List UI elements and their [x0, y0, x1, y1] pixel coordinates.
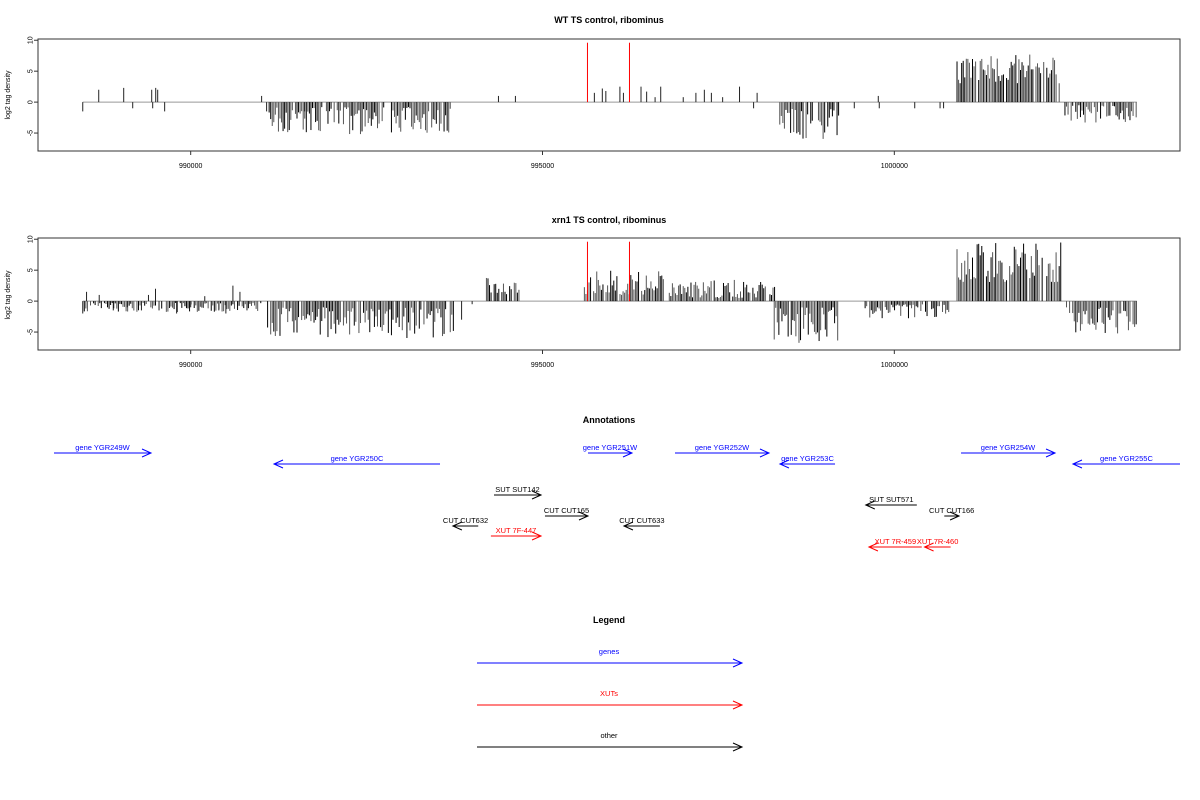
annotation-label: gene YGR250C: [331, 454, 384, 463]
y-axis-label: log2 tag density: [5, 270, 12, 320]
y-tick-label: 10: [27, 36, 34, 44]
annotation-label: gene YGR252W: [695, 443, 750, 452]
arrowhead-icon: [141, 448, 153, 458]
annotation-gene: gene YGR252W: [675, 443, 771, 458]
arrowhead-icon: [578, 511, 590, 521]
arrowhead-icon: [622, 448, 634, 458]
arrowhead-icon: [949, 511, 961, 521]
annotation-label: SUT SUT142: [495, 485, 539, 494]
panel-xrn1: xrn1 TS control, ribominus log2 tag dens…: [5, 215, 1181, 369]
annotation-label: XUT 7F-447: [496, 526, 537, 535]
arrowhead-icon: [864, 500, 875, 510]
legend-label: genes: [599, 647, 620, 656]
plot-frame: [37, 237, 1181, 351]
annotation-other: SUT SUT142: [494, 485, 543, 500]
arrowhead-icon: [759, 448, 771, 458]
annotation-label: CUT CUT166: [929, 506, 974, 515]
y-tick-label: 5: [27, 69, 34, 73]
arrowhead-icon: [732, 658, 744, 668]
arrowhead-icon: [531, 531, 543, 541]
legend-entry: genes: [477, 647, 744, 668]
x-tick-label: 995000: [531, 163, 554, 170]
arrowhead-icon: [1045, 448, 1057, 458]
annotations-title: Annotations: [583, 415, 636, 425]
annotation-label: gene YGR255C: [1100, 454, 1153, 463]
panel-title: xrn1 TS control, ribominus: [552, 215, 667, 225]
annotation-gene: gene YGR251W: [583, 443, 638, 458]
arrowhead-icon: [531, 490, 543, 500]
annotations-panel: Annotations gene YGR249W gene YGR250C gene…: [54, 415, 1180, 552]
legend-entry: XUTs: [477, 689, 744, 710]
annotation-other: CUT CUT166: [929, 506, 974, 521]
annotation-gene: gene YGR255C: [1071, 454, 1180, 469]
plot-frame: [37, 38, 1181, 152]
y-tick-label: 10: [27, 235, 34, 243]
x-tick-label: 990000: [179, 163, 202, 170]
y-tick-label: 5: [27, 268, 34, 272]
y-tick-label: -5: [27, 329, 34, 335]
arrowhead-icon: [622, 521, 634, 531]
y-tick-label: 0: [27, 100, 34, 104]
annotation-label: gene YGR249W: [75, 443, 130, 452]
panel-wt: WT TS control, ribominus log2 tag densit…: [5, 15, 1181, 170]
arrowhead-icon: [1071, 459, 1083, 469]
legend: Legend genes XUTs other: [477, 615, 744, 752]
annotation-label: CUT CUT633: [619, 516, 664, 525]
x-tick-label: 990000: [179, 362, 202, 369]
legend-label: other: [600, 731, 618, 740]
annotation-label: gene YGR251W: [583, 443, 638, 452]
x-tick-label: 1000000: [881, 163, 908, 170]
annotation-other: CUT CUT633: [619, 516, 665, 531]
annotation-xut: XUT 7R-460: [917, 537, 959, 552]
annotation-label: CUT CUT165: [544, 506, 589, 515]
annotation-gene: gene YGR253C: [778, 454, 836, 469]
annotation-label: CUT CUT632: [443, 516, 488, 525]
legend-label: XUTs: [600, 689, 618, 698]
arrowhead-icon: [451, 521, 463, 531]
arrowhead-icon: [778, 459, 790, 469]
x-tick-label: 1000000: [881, 362, 908, 369]
arrowhead-icon: [867, 542, 879, 552]
annotation-label: gene YGR253C: [781, 454, 834, 463]
x-tick-label: 995000: [531, 362, 554, 369]
y-axis-label: log2 tag density: [5, 70, 12, 120]
annotation-other: SUT SUT571: [864, 495, 917, 510]
arrowhead-icon: [272, 459, 284, 469]
arrowhead-icon: [732, 700, 744, 710]
annotation-label: gene YGR254W: [981, 443, 1036, 452]
legend-title: Legend: [593, 615, 625, 625]
annotation-other: CUT CUT165: [544, 506, 590, 521]
y-tick-label: -5: [27, 130, 34, 136]
annotation-xut: XUT 7F-447: [490, 526, 543, 541]
annotation-gene: gene YGR254W: [961, 443, 1057, 458]
arrowhead-icon: [732, 742, 744, 752]
legend-entry: other: [477, 731, 744, 752]
annotation-other: CUT CUT632: [443, 516, 488, 531]
annotation-label: XUT 7R-460: [917, 537, 959, 546]
annotation-gene: gene YGR250C: [272, 454, 441, 469]
arrowhead-icon: [923, 542, 934, 552]
annotation-label: SUT SUT571: [869, 495, 913, 504]
y-tick-label: 0: [27, 299, 34, 303]
annotation-gene: gene YGR249W: [54, 443, 153, 458]
panel-title: WT TS control, ribominus: [554, 15, 664, 25]
annotation-xut: XUT 7R-459: [867, 537, 922, 552]
annotation-label: XUT 7R-459: [875, 537, 917, 546]
